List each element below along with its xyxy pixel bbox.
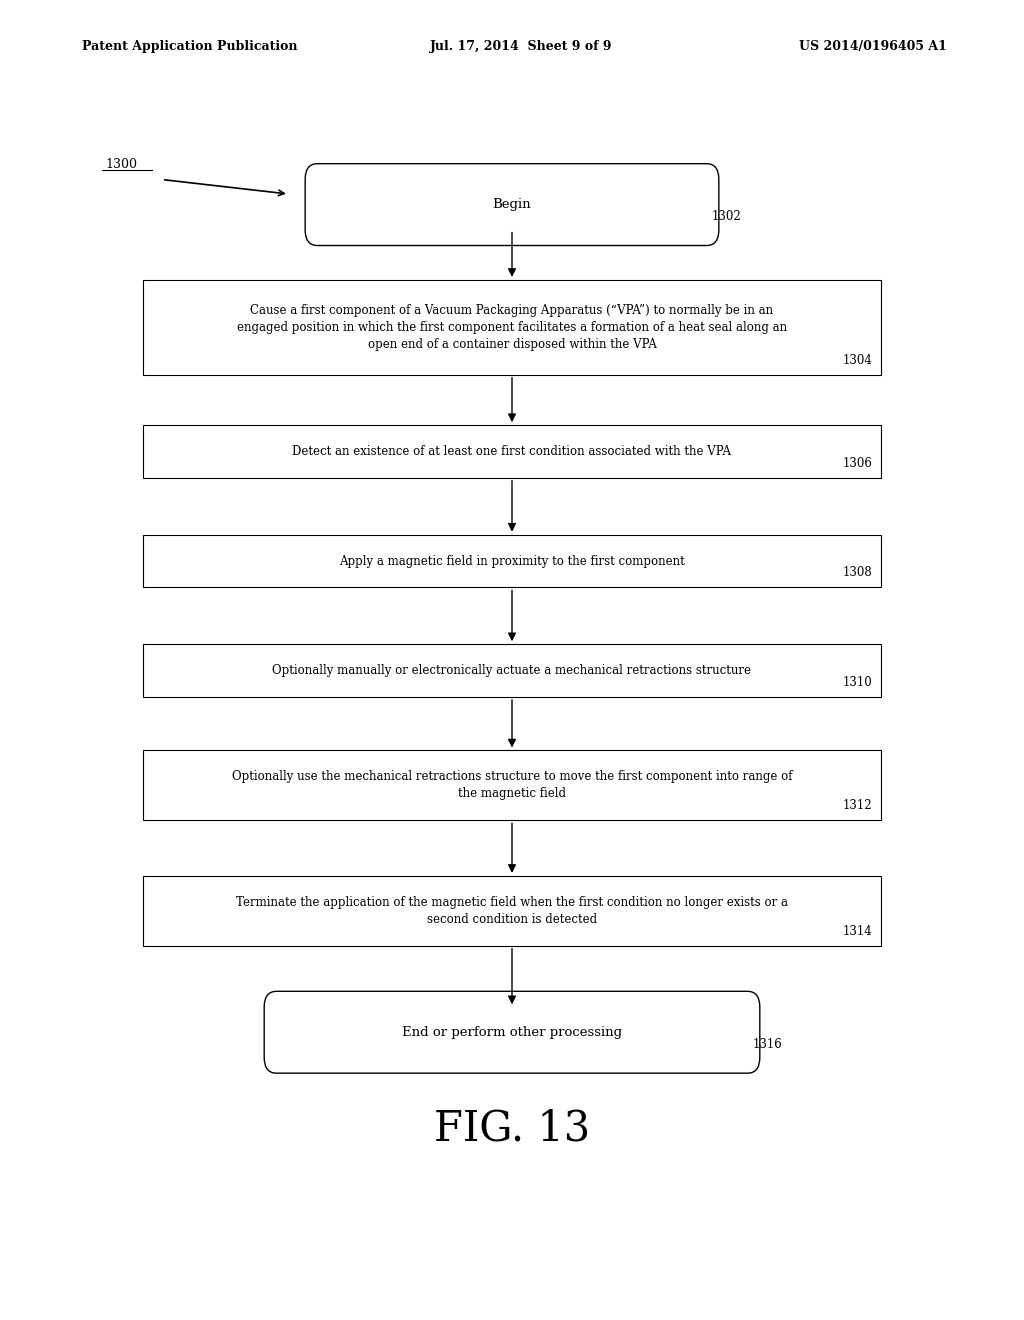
- Text: Optionally manually or electronically actuate a mechanical retractions structure: Optionally manually or electronically ac…: [272, 664, 752, 677]
- Text: 1302: 1302: [712, 210, 741, 223]
- Text: Terminate the application of the magnetic field when the first condition no long: Terminate the application of the magneti…: [236, 896, 788, 925]
- Text: 1308: 1308: [843, 566, 872, 579]
- Text: 1314: 1314: [843, 925, 872, 937]
- Text: Begin: Begin: [493, 198, 531, 211]
- Bar: [143, 425, 881, 478]
- Text: 1304: 1304: [843, 354, 872, 367]
- Text: Detect an existence of at least one first condition associated with the VPA: Detect an existence of at least one firs…: [293, 445, 731, 458]
- Text: FIG. 13: FIG. 13: [434, 1107, 590, 1150]
- Bar: [143, 876, 881, 945]
- Bar: [143, 644, 881, 697]
- Text: 1316: 1316: [753, 1038, 782, 1051]
- Bar: [143, 750, 881, 820]
- Text: End or perform other processing: End or perform other processing: [402, 1026, 622, 1039]
- Text: 1312: 1312: [843, 800, 872, 812]
- Text: 1310: 1310: [843, 676, 872, 689]
- Text: Apply a magnetic field in proximity to the first component: Apply a magnetic field in proximity to t…: [339, 554, 685, 568]
- FancyBboxPatch shape: [305, 164, 719, 246]
- Bar: [143, 535, 881, 587]
- Text: US 2014/0196405 A1: US 2014/0196405 A1: [799, 40, 946, 53]
- Text: Patent Application Publication: Patent Application Publication: [82, 40, 297, 53]
- Text: Optionally use the mechanical retractions structure to move the first component : Optionally use the mechanical retraction…: [231, 771, 793, 800]
- Text: 1300: 1300: [105, 158, 137, 172]
- FancyBboxPatch shape: [264, 991, 760, 1073]
- Bar: [143, 280, 881, 375]
- Text: Jul. 17, 2014  Sheet 9 of 9: Jul. 17, 2014 Sheet 9 of 9: [430, 40, 612, 53]
- Text: 1306: 1306: [843, 457, 872, 470]
- Text: Cause a first component of a Vacuum Packaging Apparatus (“VPA”) to normally be i: Cause a first component of a Vacuum Pack…: [237, 304, 787, 351]
